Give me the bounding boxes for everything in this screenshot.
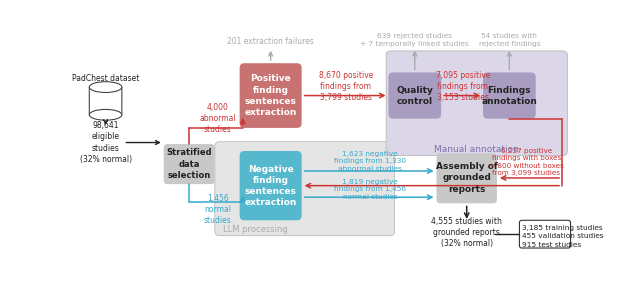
Text: Positive
finding
sentences
extraction: Positive finding sentences extraction <box>244 74 297 117</box>
Text: Findings
annotation: Findings annotation <box>481 85 538 106</box>
Text: 639 rejected studies
+ 7 temporally linked studies: 639 rejected studies + 7 temporally link… <box>360 33 469 47</box>
Text: 201 extraction failures: 201 extraction failures <box>227 37 314 46</box>
Text: 98,641
eligible
studies
(32% normal): 98,641 eligible studies (32% normal) <box>79 121 132 164</box>
Text: 54 studies with
rejected findings: 54 studies with rejected findings <box>479 33 540 47</box>
FancyBboxPatch shape <box>436 153 497 203</box>
Text: 7,095 positive
findings from
3,153 studies: 7,095 positive findings from 3,153 studi… <box>436 71 490 102</box>
Text: 4,000
abnormal
studies: 4,000 abnormal studies <box>200 103 236 134</box>
Text: Manual annotation: Manual annotation <box>435 145 519 154</box>
FancyBboxPatch shape <box>483 72 536 119</box>
FancyBboxPatch shape <box>520 220 571 248</box>
Text: LLM processing: LLM processing <box>223 225 287 234</box>
FancyBboxPatch shape <box>239 63 301 128</box>
FancyBboxPatch shape <box>386 51 568 156</box>
Ellipse shape <box>90 82 122 93</box>
FancyBboxPatch shape <box>90 87 122 115</box>
Text: 3,185 training studies
455 validation studies
915 test studies: 3,185 training studies 455 validation st… <box>522 225 604 248</box>
FancyBboxPatch shape <box>388 72 441 119</box>
Text: 6,237 positive
findings with boxes
+ 800 without boxes
from 3,099 studies: 6,237 positive findings with boxes + 800… <box>489 147 564 176</box>
Text: 8,670 positive
findings from
3,799 studies: 8,670 positive findings from 3,799 studi… <box>319 71 373 102</box>
FancyBboxPatch shape <box>239 151 301 220</box>
FancyBboxPatch shape <box>215 142 395 236</box>
Text: 1,456
normal
studies: 1,456 normal studies <box>204 194 232 225</box>
Ellipse shape <box>90 110 122 120</box>
FancyBboxPatch shape <box>164 144 215 184</box>
Text: Quality
control: Quality control <box>396 85 433 106</box>
Text: 1,819 negative
findings from 1,456
normal studies: 1,819 negative findings from 1,456 norma… <box>334 179 406 200</box>
Text: Assembly of
grounded
reports: Assembly of grounded reports <box>436 162 498 194</box>
Text: 4,555 studies with
grounded reports
(32% normal): 4,555 studies with grounded reports (32%… <box>431 217 502 248</box>
Text: Negative
finding
sentences
extraction: Negative finding sentences extraction <box>244 164 297 207</box>
Text: 1,623 negative
findings from 1,330
abnormal studies: 1,623 negative findings from 1,330 abnor… <box>334 151 406 171</box>
Text: PadChest dataset: PadChest dataset <box>72 74 140 83</box>
Text: Stratified
data
selection: Stratified data selection <box>166 149 212 180</box>
